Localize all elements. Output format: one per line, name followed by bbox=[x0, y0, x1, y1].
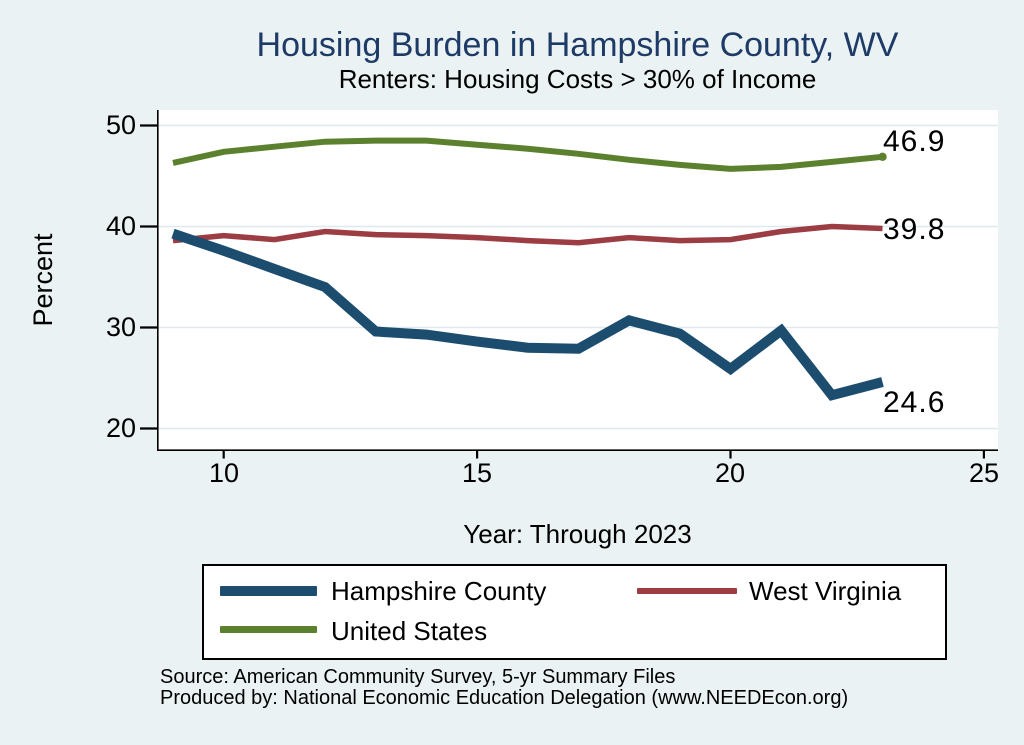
series-line-united-states bbox=[172, 137, 883, 172]
end-value-united-states: 46.9 bbox=[883, 125, 946, 158]
produced-by-line: Produced by: National Economic Education… bbox=[160, 687, 849, 709]
x-tick-label-20: 20 bbox=[714, 458, 746, 488]
legend: Hampshire County West Virginia United St… bbox=[202, 564, 947, 660]
x-axis-label: Year: Through 2023 bbox=[463, 519, 692, 549]
legend-label-united-states: United States bbox=[331, 616, 488, 646]
end-value-west-virginia: 39.8 bbox=[883, 213, 946, 246]
series-line-west-virginia bbox=[172, 223, 883, 246]
x-tick-label-10: 10 bbox=[208, 458, 240, 488]
chart-title: Housing Burden in Hampshire County, WV bbox=[256, 26, 899, 64]
y-tick-label-30: 30 bbox=[105, 312, 136, 342]
legend-label-hampshire-county: Hampshire County bbox=[331, 576, 547, 606]
legend-swatch-west-virginia bbox=[637, 588, 737, 594]
source-note: Source: American Community Survey, 5-yr … bbox=[160, 667, 848, 709]
legend-swatch-united-states bbox=[220, 626, 317, 633]
legend-swatch-hampshire-county bbox=[220, 586, 317, 596]
plot-svg bbox=[140, 110, 998, 459]
chart-subtitle: Renters: Housing Costs > 30% of Income bbox=[338, 64, 817, 94]
x-tick-label-25: 25 bbox=[968, 458, 1000, 488]
series-end-dot-united-states bbox=[878, 152, 887, 162]
x-tick-label-15: 15 bbox=[461, 458, 493, 488]
end-value-hampshire-county: 24.6 bbox=[883, 386, 946, 419]
y-tick-label-40: 40 bbox=[105, 211, 136, 241]
legend-label-west-virginia: West Virginia bbox=[749, 576, 902, 606]
series-line-hampshire-county bbox=[171, 228, 884, 401]
y-tick-label-20: 20 bbox=[105, 413, 136, 443]
plot-area bbox=[157, 110, 998, 451]
source-line: Source: American Community Survey, 5-yr … bbox=[160, 666, 676, 688]
y-tick-label-50: 50 bbox=[105, 110, 136, 140]
y-axis-label: Percent bbox=[28, 233, 58, 327]
